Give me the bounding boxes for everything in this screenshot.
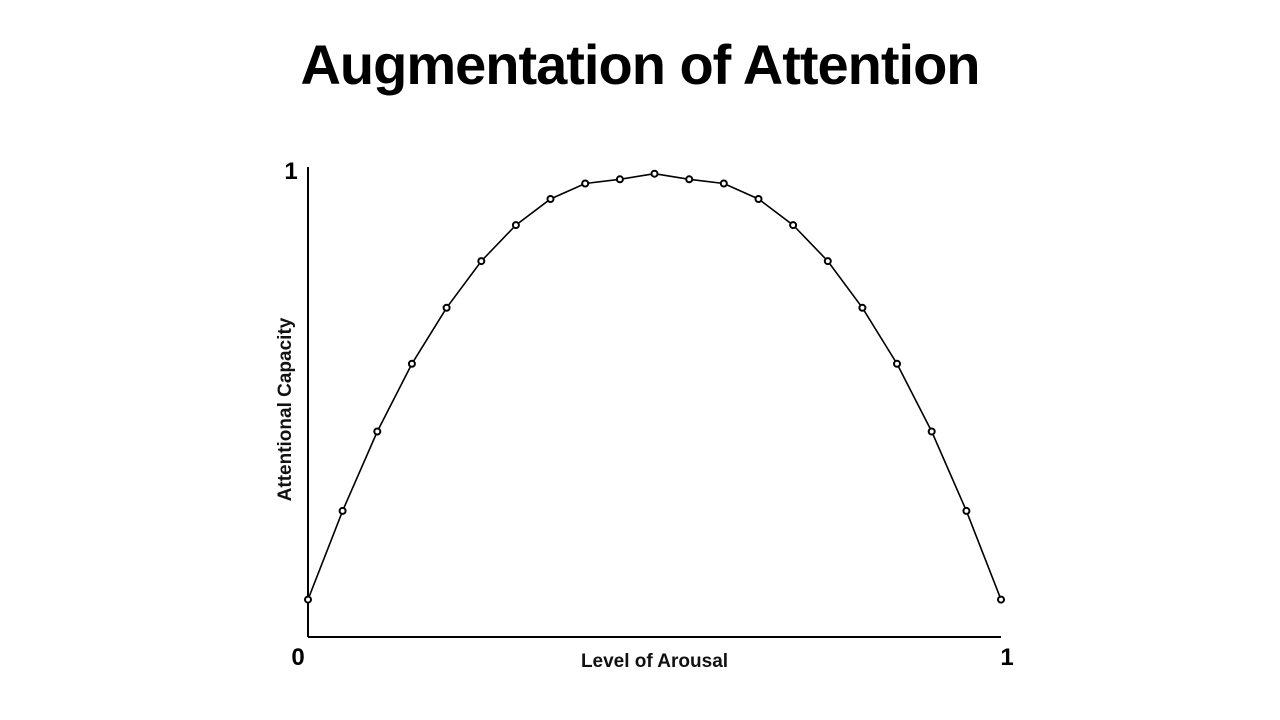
x-tick-label: 1	[1000, 644, 1013, 671]
data-point	[685, 175, 694, 184]
data-point	[338, 506, 347, 515]
series-line	[307, 172, 1002, 600]
data-point	[546, 195, 555, 203]
y-tick-label: 1	[284, 158, 297, 185]
data-point	[754, 195, 763, 203]
data-point	[442, 303, 451, 312]
x-tick-label: 0	[291, 644, 304, 671]
data-point	[650, 169, 659, 178]
data-point	[789, 221, 798, 230]
data-point	[893, 359, 901, 368]
x-axis-label: Level of Arousal	[581, 651, 728, 672]
data-point	[477, 257, 486, 266]
data-point	[962, 506, 971, 515]
data-point	[304, 595, 312, 604]
data-point	[927, 427, 936, 436]
data-point	[511, 221, 520, 230]
data-point	[407, 359, 416, 368]
y-tick-labels: 1	[284, 158, 297, 185]
data-point	[581, 179, 590, 188]
y-axis-label: Attentional Capacity	[275, 317, 296, 501]
data-point	[858, 303, 867, 312]
data-point	[997, 595, 1005, 604]
data-point	[615, 175, 624, 184]
series-group	[304, 169, 1005, 604]
data-point	[719, 179, 728, 188]
data-point	[823, 257, 832, 266]
slide-title: Augmentation of Attention	[300, 33, 980, 96]
data-point	[373, 427, 382, 436]
